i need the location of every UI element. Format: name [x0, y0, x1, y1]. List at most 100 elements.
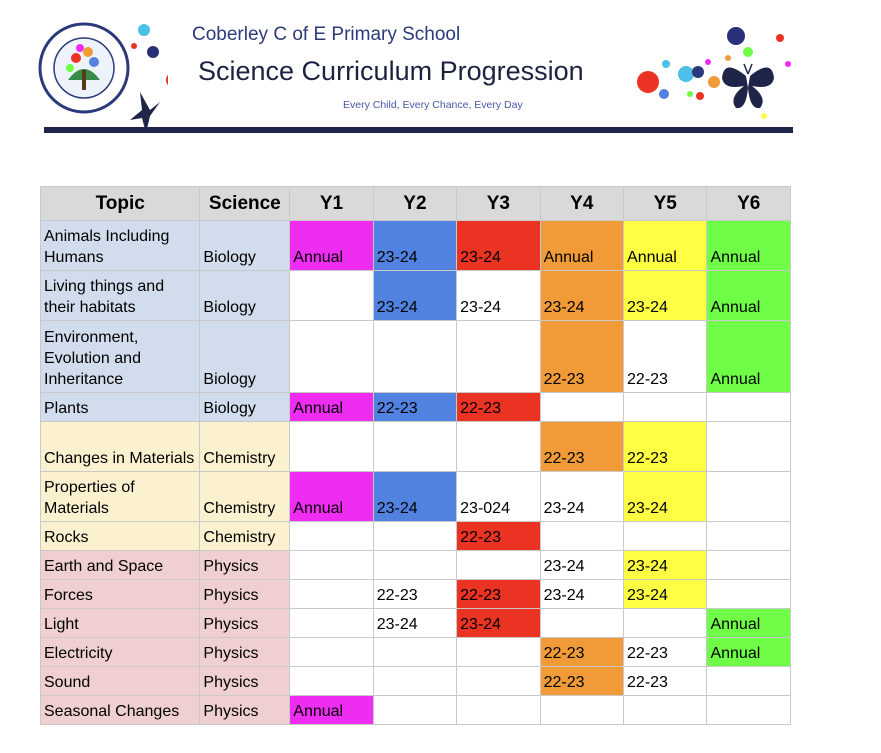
science-cell: Biology	[199, 270, 291, 321]
year-cell-y6	[706, 392, 791, 422]
topic-cell: Rocks	[39, 521, 201, 551]
column-header-y4: Y4	[539, 186, 625, 221]
year-cell-y1	[289, 521, 374, 551]
year-cell-y5	[623, 608, 708, 638]
column-header-y6: Y6	[706, 186, 791, 221]
year-cell-y6	[706, 695, 791, 725]
year-cell-y2	[372, 637, 458, 667]
year-cell-y3	[456, 666, 541, 696]
year-cell-y4: 23-24	[539, 270, 625, 321]
year-cell-y6: Annual	[706, 270, 791, 321]
year-cell-y6	[706, 471, 791, 522]
year-cell-y5: 23-24	[623, 270, 708, 321]
table-row: Forces Physics 22-23 22-23 23-24 23-24	[39, 579, 791, 609]
year-cell-y6	[706, 421, 791, 472]
year-cell-y4: 22-23	[539, 666, 625, 696]
year-cell-y3: 23-24	[456, 220, 541, 271]
year-cell-y5: 22-23	[623, 320, 708, 393]
year-cell-y2: 23-24	[372, 220, 458, 271]
year-cell-y1	[289, 637, 374, 667]
table-row: Plants Biology Annual 22-23 22-23	[39, 392, 791, 422]
year-cell-y2	[372, 320, 458, 393]
page-title: Science Curriculum Progression	[198, 56, 584, 86]
year-cell-y2: 23-24	[372, 270, 458, 321]
table-row: Animals Including Humans Biology Annual 23-…	[39, 220, 791, 271]
science-cell: Physics	[199, 695, 291, 725]
year-cell-y1	[289, 550, 374, 580]
year-cell-y2: 23-24	[372, 471, 458, 522]
table-row: Seasonal Changes Physics Annual	[39, 695, 791, 725]
year-cell-y6	[706, 550, 791, 580]
year-cell-y3: 22-23	[456, 392, 541, 422]
science-cell: Physics	[199, 550, 291, 580]
year-cell-y1	[289, 421, 374, 472]
year-cell-y5	[623, 521, 708, 551]
school-motto: Every Child, Every Chance, Every Day	[343, 99, 523, 111]
header-rule	[44, 127, 793, 133]
year-cell-y2	[372, 550, 458, 580]
year-cell-y1	[289, 270, 374, 321]
year-cell-y6	[706, 579, 791, 609]
year-cell-y6: Annual	[706, 220, 791, 271]
column-header-y5: Y5	[623, 186, 708, 221]
year-cell-y5: Annual	[623, 220, 708, 271]
year-cell-y4: 22-23	[539, 320, 625, 393]
year-cell-y5: 23-24	[623, 471, 708, 522]
year-cell-y6: Annual	[706, 320, 791, 393]
page-header: Coberley C of E Primary School Science C…	[0, 0, 881, 140]
year-cell-y1: Annual	[289, 220, 374, 271]
topic-cell: Plants	[39, 392, 201, 422]
science-cell: Biology	[199, 220, 291, 271]
year-cell-y4	[539, 521, 625, 551]
table-row: Changes in Materials Chemistry 22-23 22-23	[39, 421, 791, 472]
science-cell: Physics	[199, 608, 291, 638]
science-cell: Chemistry	[199, 521, 291, 551]
year-cell-y2: 23-24	[372, 608, 458, 638]
year-cell-y6	[706, 521, 791, 551]
year-cell-y4: Annual	[539, 220, 625, 271]
column-header-y3: Y3	[456, 186, 541, 221]
topic-cell: Light	[39, 608, 201, 638]
science-cell: Physics	[199, 579, 291, 609]
year-cell-y3	[456, 320, 541, 393]
year-cell-y6	[706, 666, 791, 696]
year-cell-y1	[289, 320, 374, 393]
year-cell-y3: 22-23	[456, 521, 541, 551]
topic-cell: Forces	[39, 579, 201, 609]
science-cell: Biology	[199, 320, 291, 393]
topic-cell: Seasonal Changes	[39, 695, 201, 725]
year-cell-y4: 23-24	[539, 550, 625, 580]
school-logo	[38, 22, 168, 133]
year-cell-y4	[539, 695, 625, 725]
column-header-y1: Y1	[289, 186, 374, 221]
year-cell-y5: 22-23	[623, 637, 708, 667]
year-cell-y6: Annual	[706, 608, 791, 638]
year-cell-y1: Annual	[289, 471, 374, 522]
column-header-science: Science	[199, 186, 291, 221]
year-cell-y5: 23-24	[623, 550, 708, 580]
topic-cell: Environment, Evolution and Inheritance	[39, 320, 201, 393]
table-body: Animals Including Humans Biology Annual 23-…	[39, 220, 791, 725]
table-row: Rocks Chemistry 22-23	[39, 521, 791, 551]
year-cell-y1: Annual	[289, 695, 374, 725]
year-cell-y2	[372, 521, 458, 551]
topic-cell: Earth and Space	[39, 550, 201, 580]
year-cell-y4: 23-24	[539, 579, 625, 609]
year-cell-y5	[623, 695, 708, 725]
year-cell-y2: 22-23	[372, 579, 458, 609]
topic-cell: Properties of Materials	[39, 471, 201, 522]
table-row: Light Physics 23-24 23-24 Annual	[39, 608, 791, 638]
year-cell-y6: Annual	[706, 637, 791, 667]
topic-cell: Living things and their habitats	[39, 270, 201, 321]
curriculum-table: Topic Science Y1 Y2 Y3 Y4 Y5 Y6 Animals …	[39, 186, 791, 725]
year-cell-y4	[539, 608, 625, 638]
year-cell-y3	[456, 550, 541, 580]
year-cell-y5: 22-23	[623, 421, 708, 472]
year-cell-y2	[372, 695, 458, 725]
year-cell-y1	[289, 608, 374, 638]
year-cell-y3	[456, 637, 541, 667]
year-cell-y5	[623, 392, 708, 422]
year-cell-y3: 23-24	[456, 270, 541, 321]
table-row: Living things and their habitats Biology 2…	[39, 270, 791, 321]
year-cell-y4: 22-23	[539, 421, 625, 472]
